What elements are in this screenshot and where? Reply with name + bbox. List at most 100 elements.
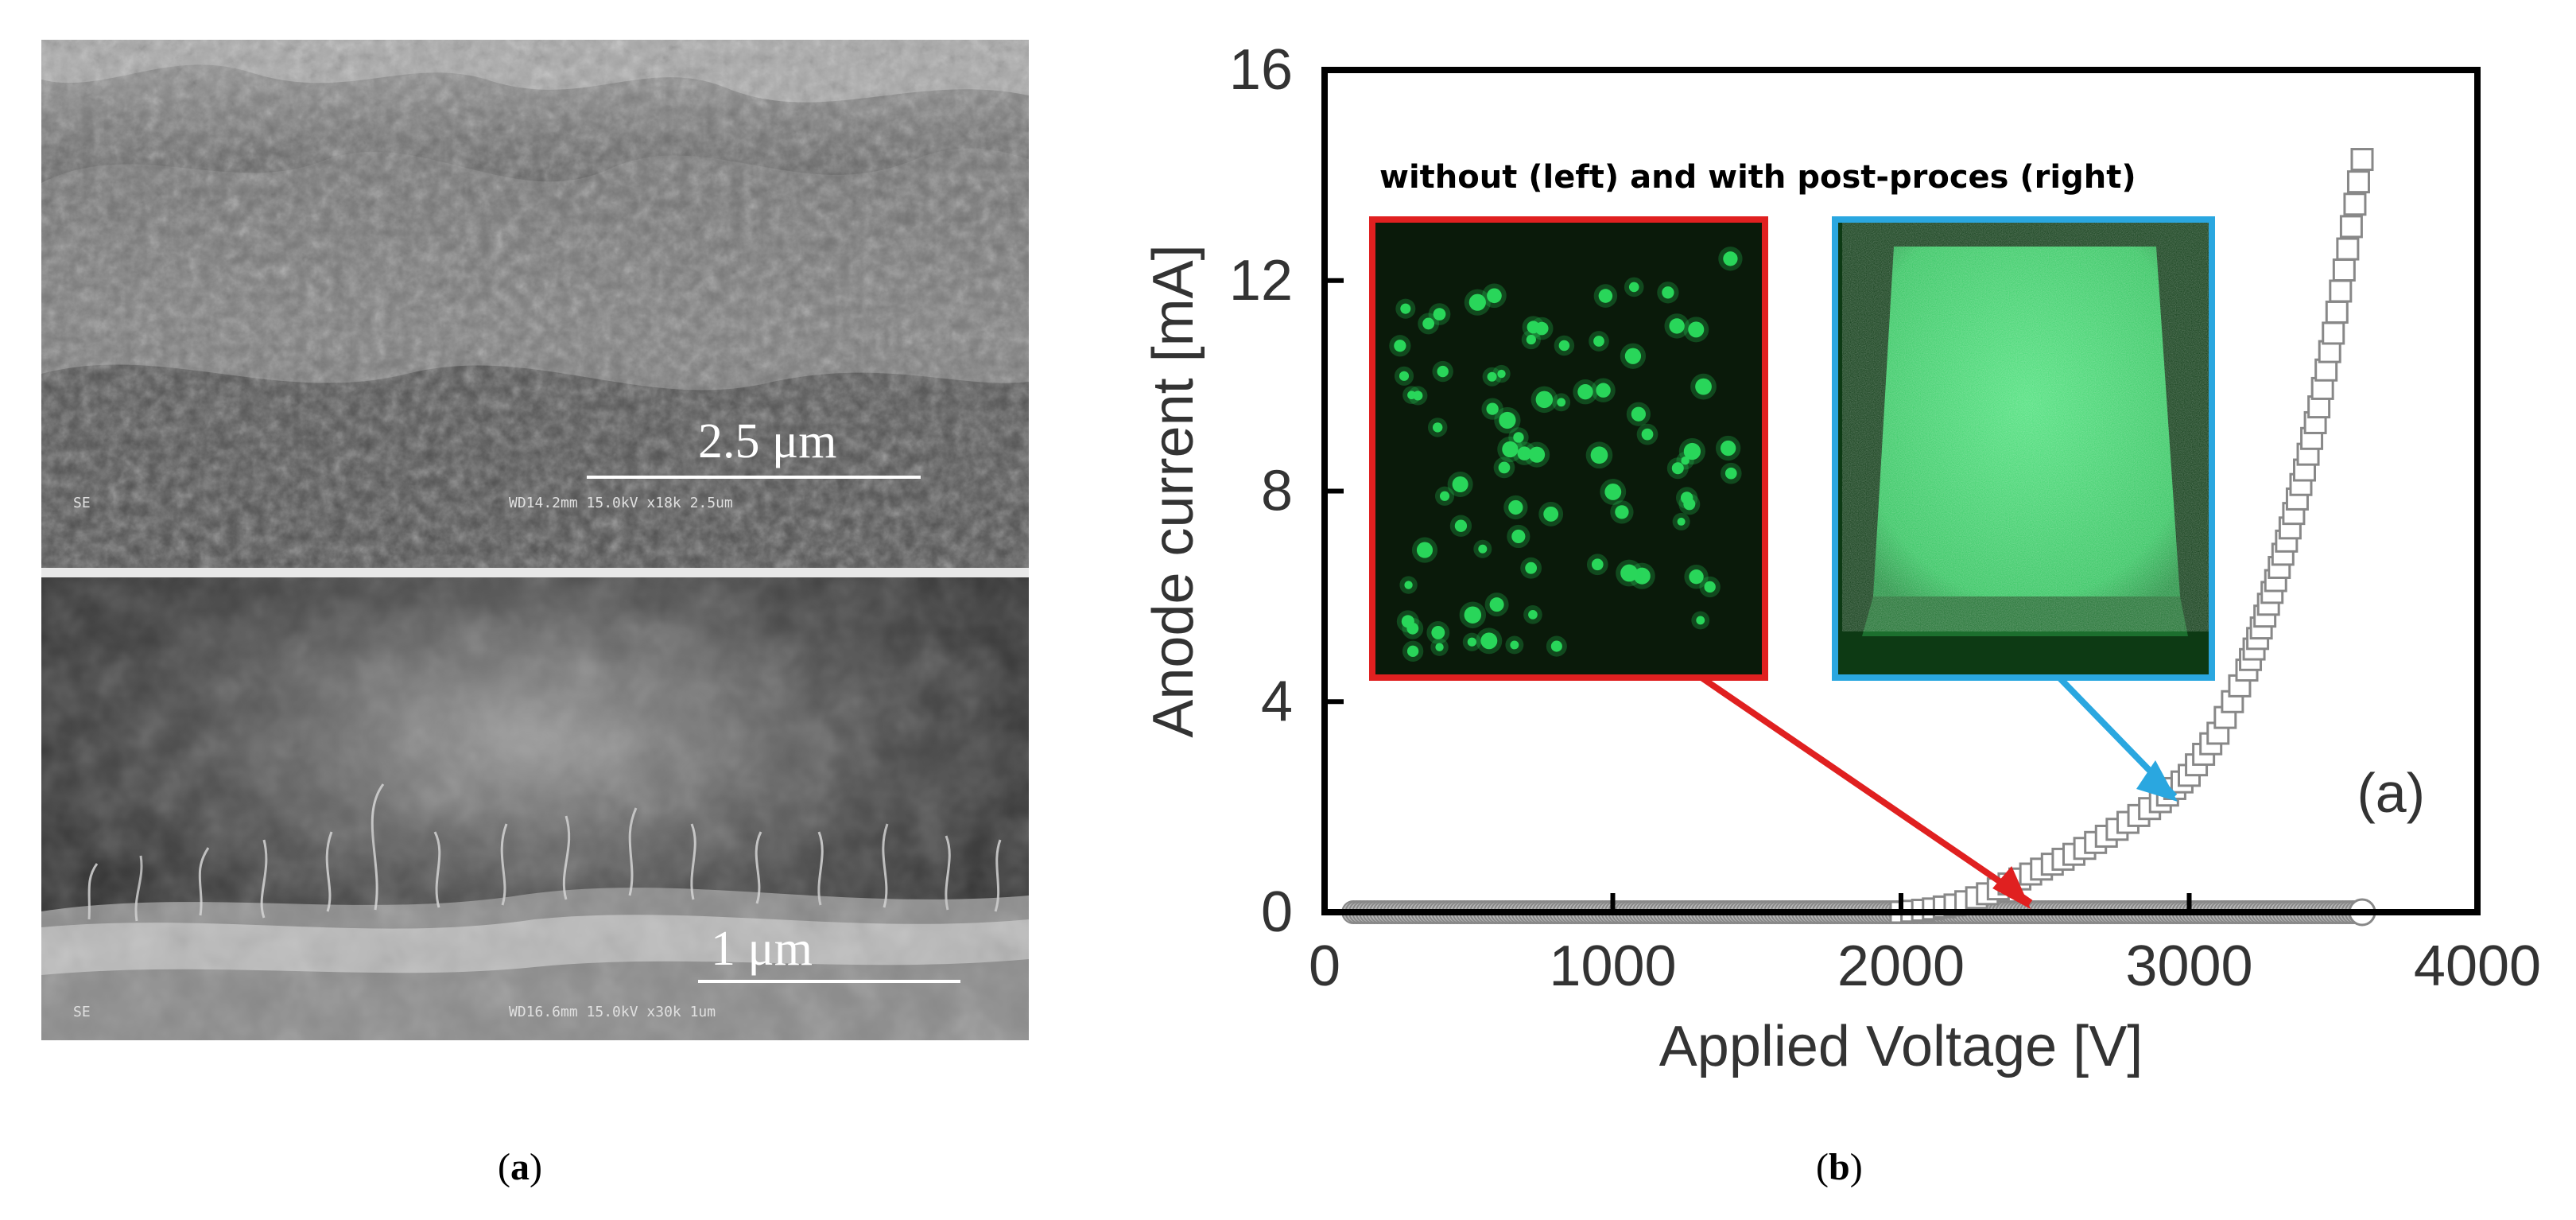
inset-frame-with — [1832, 216, 2215, 681]
inset-title: without (left) and with post-proces (rig… — [1379, 159, 2136, 196]
emission-dot — [1615, 505, 1629, 519]
emission-dot — [1557, 398, 1566, 407]
emission-dot — [1558, 340, 1570, 352]
emission-dot — [1406, 645, 1419, 657]
emission-dot — [1681, 456, 1690, 465]
emission-dot — [1543, 506, 1559, 522]
arrow-head-with — [2136, 760, 2178, 802]
emission-dot — [1641, 428, 1654, 441]
emission-dot — [1689, 569, 1704, 585]
emission-dot — [1620, 564, 1638, 582]
emission-dot — [1422, 317, 1435, 330]
emission-dot — [1416, 542, 1433, 558]
x-tick-label: 1000 — [1549, 934, 1676, 998]
anode-current-chart: 0 1000 2000 3000 4000 0 4 8 12 16 Applied Voltage… — [1113, 32, 2576, 1098]
arrow-head-without — [1992, 866, 2031, 909]
sem-panel: 2.5 μm SE WD14.2mm 15.0kV x18k 2.5um — [41, 40, 1029, 1040]
emission-dot — [1723, 251, 1738, 266]
arrow-without — [1699, 674, 2033, 906]
emission-dot — [1467, 637, 1476, 647]
caption-b-letter: b — [1828, 1146, 1850, 1188]
emission-dot — [1704, 581, 1716, 593]
inset-with-post-process — [1838, 223, 2209, 674]
emission-dot — [1577, 384, 1593, 400]
chart-svg: 0 1000 2000 3000 4000 0 4 8 12 16 Applied Voltage… — [1142, 38, 2541, 1078]
x-axis-label: Applied Voltage [V] — [1659, 1015, 2143, 1078]
square-marker — [2339, 215, 2363, 239]
caption-a-letter: a — [510, 1146, 530, 1188]
emission-dot — [1399, 371, 1410, 381]
emission-dot — [1671, 462, 1684, 475]
emission-dot — [1517, 446, 1532, 460]
emission-dot — [1468, 293, 1486, 311]
scale-label-bottom: 1 μm — [711, 922, 813, 976]
emission-dot — [1400, 303, 1411, 314]
sem-meta-right-bottom: WD16.6mm 15.0kV x30k 1um — [509, 1004, 716, 1020]
y-tick-label: 8 — [1261, 460, 1293, 523]
emission-dot — [1696, 616, 1705, 625]
emission-dot — [1525, 561, 1538, 574]
emission-dot — [1535, 390, 1554, 409]
scale-bar-bottom — [698, 980, 960, 983]
scale-bar-top — [587, 476, 921, 479]
emission-dot — [1513, 432, 1524, 443]
emission-dot — [1502, 441, 1519, 458]
emission-dot — [1598, 289, 1613, 303]
emission-dot — [1435, 643, 1444, 651]
emission-dot — [1413, 390, 1423, 401]
image-divider — [41, 568, 1029, 577]
emission-dot — [1526, 334, 1536, 345]
emission-dot — [1604, 484, 1622, 500]
y-tick-label: 12 — [1229, 249, 1293, 313]
x-tick-label: 3000 — [2125, 934, 2252, 998]
emission-dot — [1497, 369, 1506, 379]
emission-dot — [1669, 318, 1685, 334]
scale-label-top: 2.5 μm — [698, 414, 837, 468]
emission-dot — [1454, 519, 1468, 532]
emission-dot — [1478, 544, 1488, 554]
sem-image-top: 2.5 μm SE WD14.2mm 15.0kV x18k 2.5um — [41, 40, 1029, 568]
emission-dot — [1534, 321, 1549, 336]
square-marker — [2332, 258, 2356, 282]
emission-dot — [1624, 348, 1642, 364]
chart-annotation: (a) — [2357, 762, 2425, 824]
x-tick-label: 0 — [1309, 934, 1340, 998]
emission-dot — [1695, 378, 1712, 395]
emission-dot — [1528, 610, 1538, 620]
emission-dot — [1633, 567, 1651, 585]
emission-dot — [1688, 321, 1705, 338]
emission-dot — [1499, 411, 1516, 429]
y-tick-label: 4 — [1261, 670, 1293, 733]
emission-dot — [1489, 597, 1504, 612]
emission-dot — [1724, 467, 1737, 480]
square-marker — [2329, 279, 2353, 303]
emission-dot — [1433, 308, 1446, 321]
emission-dot — [1590, 446, 1608, 464]
caption-b: (b) — [1816, 1146, 1863, 1188]
emission-dot — [1508, 499, 1523, 515]
emission-dot — [1487, 288, 1502, 304]
y-tick-label: 0 — [1261, 880, 1293, 944]
emission-area — [1838, 223, 2209, 674]
emission-dot — [1677, 517, 1686, 526]
caption-a: (a) — [498, 1146, 542, 1188]
sem-meta-right-top: WD14.2mm 15.0kV x18k 2.5um — [509, 495, 733, 511]
y-axis-label: Anode current [mA] — [1142, 244, 1205, 737]
emission-dot — [1401, 615, 1414, 628]
square-marker — [2350, 148, 2374, 172]
emission-dot — [1437, 365, 1449, 378]
emission-dot — [1486, 402, 1499, 415]
emission-dot — [1464, 606, 1482, 624]
emission-dot — [1404, 581, 1413, 589]
emission-dot — [1720, 440, 1736, 457]
x-tick-label: 2000 — [1837, 934, 1965, 998]
inset-arrows — [1369, 216, 2215, 909]
emission-dot — [1452, 476, 1468, 493]
emission-dot — [1662, 286, 1674, 299]
emission-dot — [1550, 640, 1562, 652]
inset-without-post-process — [1375, 223, 1762, 674]
sem-image-bottom: 1 μm SE WD16.6mm 15.0kV x30k 1um — [41, 577, 1029, 1040]
emission-dot — [1628, 282, 1639, 293]
inset-frame-without — [1369, 216, 1768, 681]
emission-dots — [1389, 247, 1743, 662]
